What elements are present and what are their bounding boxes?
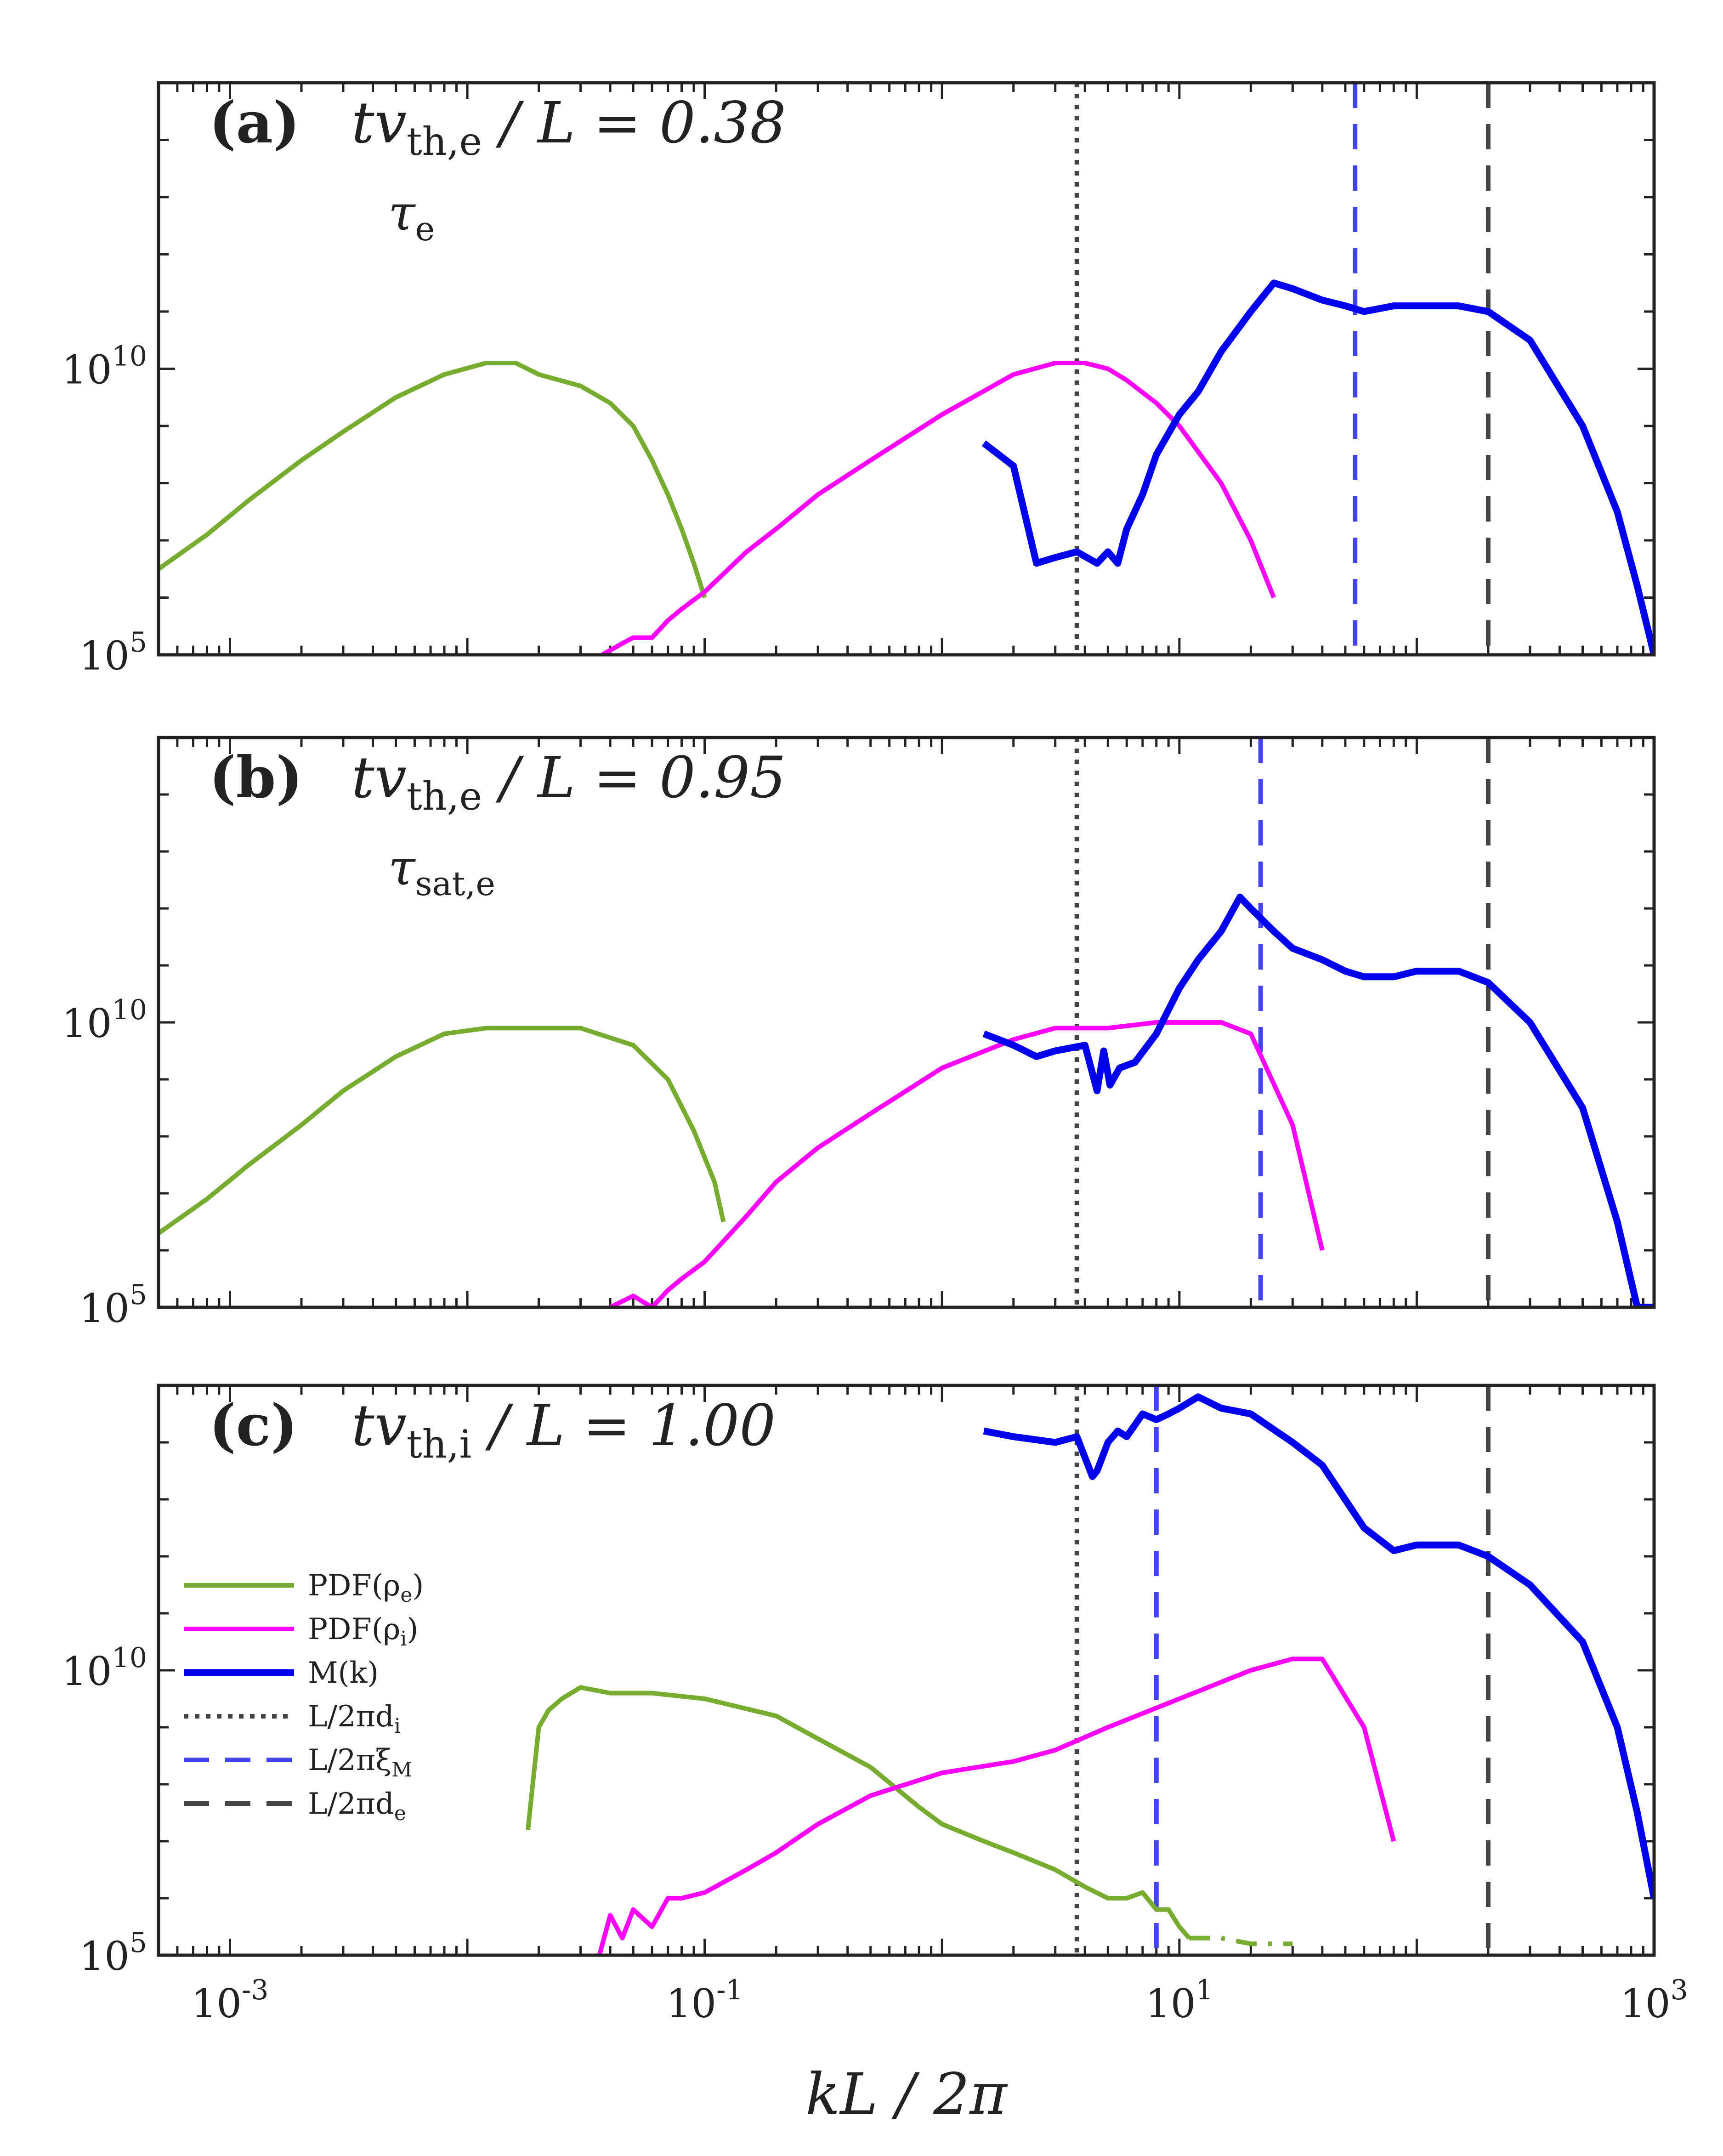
y-tick-label: 105 (79, 1279, 147, 1332)
x-axis-label: kL / 2π (805, 2061, 1008, 2128)
panel-a: 105 1010 (a) tvth,e​ / L = 0.38 τe​ (62, 81, 1656, 679)
y-tick-label: 1010 (62, 340, 147, 393)
legend-label: L/2πdi​ (308, 1700, 401, 1738)
x-tick-label: 10-3 (192, 1974, 269, 2027)
time-label: tvth,e​ / L = 0.38 (351, 90, 786, 164)
panel-label: (c) (209, 1392, 298, 1459)
legend-label: L/2πξM​ (308, 1743, 412, 1782)
tau-label: τsat,e​ (388, 840, 495, 903)
panel-label: (a) (209, 90, 300, 156)
series-line-M (983, 1393, 1654, 1899)
series-line-pdf-e (1189, 1935, 1293, 1946)
plot-frame (157, 1384, 1656, 1957)
time-label: tvth,i​ / L = 1.00 (351, 1393, 776, 1467)
legend-label: PDF(ρe​) (308, 1569, 424, 1607)
time-label: tvth,e​ / L = 0.95 (351, 745, 786, 819)
legend-label: M(k) (308, 1656, 379, 1690)
x-tick-label: 10-1 (666, 1974, 743, 2027)
legend-label: PDF(ρi​) (308, 1612, 418, 1651)
x-tick-label: 101 (1145, 1974, 1213, 2027)
series-line-pdf-e (526, 1685, 1191, 1940)
plot-frame (157, 736, 1656, 1309)
series-line-pdf-e (159, 361, 707, 599)
legend: PDF(ρe​) PDF(ρi​) M(k) L/2πdi​ L/2πξM​ L/2πde… (184, 1569, 424, 1825)
legend-label: L/2πde​ (308, 1787, 406, 1825)
plot-frame (157, 81, 1656, 657)
y-tick-label: 105 (79, 626, 147, 679)
y-tick-label: 105 (79, 1927, 147, 1980)
panel-c: 105 1010 (c) tvth,i​ / L = 1.00 (62, 1384, 1656, 1980)
y-tick-label: 1010 (62, 994, 147, 1047)
series-line-pdf-i (597, 1657, 1396, 1955)
tau-label: τe​ (388, 185, 435, 248)
series-line-pdf-i (609, 1020, 1325, 1307)
y-tick-label: 1010 (62, 1642, 147, 1695)
series-line-pdf-i (601, 361, 1276, 655)
series-line-M (981, 279, 1654, 655)
series-line-M (982, 893, 1654, 1307)
series-line-pdf-e (159, 1026, 726, 1235)
x-tick-label: 103 (1620, 1974, 1688, 2027)
x-axis-label-group: 10-3 10-1 101 103 kL / 2π (192, 1974, 1688, 2128)
panel-label: (b) (209, 744, 303, 811)
panel-b: 105 1010 (b) tvth,e​ / L = 0.95 τsat,e​ (62, 736, 1656, 1332)
